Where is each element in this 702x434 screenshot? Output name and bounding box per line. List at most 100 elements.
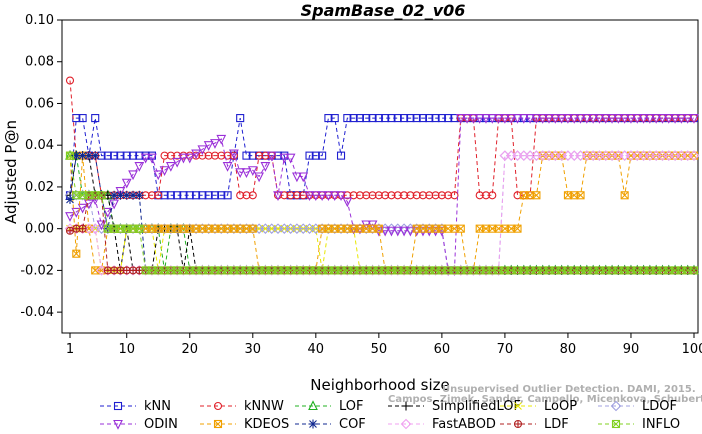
- data-point: [613, 114, 624, 124]
- data-point: [600, 114, 611, 124]
- data-point: [682, 114, 693, 124]
- marker-shape: [185, 191, 194, 200]
- data-point: [444, 191, 453, 200]
- marker-shape: [664, 266, 673, 275]
- marker-shape: [236, 266, 245, 275]
- y-tick-label: 0.00: [25, 222, 54, 237]
- marker-shape: [425, 114, 434, 123]
- data-point: [329, 191, 340, 202]
- x-tick-label: 1: [66, 342, 74, 357]
- marker-shape: [670, 114, 680, 124]
- data-point: [248, 224, 257, 233]
- data-point: [122, 151, 131, 160]
- legend-marker: [213, 401, 223, 411]
- legend-label: COF: [339, 417, 366, 432]
- marker-shape: [538, 266, 547, 275]
- marker-shape: [386, 226, 397, 237]
- marker-shape: [103, 151, 112, 160]
- x-tick-label: 40: [308, 342, 325, 357]
- marker-shape: [638, 114, 649, 124]
- data-point: [236, 191, 245, 200]
- marker-shape: [538, 151, 547, 160]
- legend-item-inflo: INFLO: [598, 417, 680, 432]
- marker-shape: [544, 114, 554, 124]
- marker-shape: [91, 114, 100, 123]
- data-point: [128, 151, 138, 160]
- data-point: [147, 191, 156, 200]
- data-point: [688, 150, 700, 161]
- marker-shape: [576, 191, 585, 200]
- marker-shape: [381, 191, 390, 200]
- data-point: [493, 114, 504, 124]
- data-point: [525, 114, 536, 124]
- y-tick-label: 0.08: [25, 55, 54, 70]
- marker-shape: [248, 224, 257, 233]
- marker-shape: [550, 114, 561, 124]
- marker-shape: [570, 191, 579, 200]
- data-point: [657, 114, 668, 124]
- data-point: [455, 114, 466, 124]
- marker-shape: [165, 162, 176, 172]
- data-point: [128, 170, 138, 181]
- marker-shape: [671, 266, 680, 275]
- marker-shape: [160, 151, 169, 160]
- marker-shape: [103, 224, 112, 233]
- data-point: [349, 191, 358, 200]
- marker-shape: [551, 266, 560, 275]
- data-point: [65, 212, 75, 222]
- marker-shape: [309, 420, 317, 428]
- marker-shape: [248, 266, 257, 275]
- marker-shape: [242, 191, 251, 200]
- data-point: [191, 149, 201, 160]
- marker-shape: [418, 266, 428, 275]
- marker-shape: [217, 266, 226, 275]
- marker-shape: [159, 166, 170, 176]
- marker-shape: [192, 224, 201, 233]
- data-point: [405, 226, 416, 237]
- data-point: [512, 114, 523, 124]
- data-point: [556, 114, 567, 124]
- marker-shape: [91, 191, 100, 200]
- data-point: [481, 114, 491, 124]
- data-point: [204, 151, 213, 160]
- plot-area: 1 10 20 30 40 50 60 70 80 90 100 -0.04 -0.02 0.00 0.02…: [20, 13, 702, 357]
- marker-shape: [329, 191, 340, 202]
- marker-shape: [362, 266, 371, 275]
- marker-shape: [595, 266, 604, 275]
- marker-shape: [563, 266, 572, 275]
- data-point: [381, 191, 390, 200]
- marker-shape: [255, 266, 264, 275]
- marker-shape: [160, 191, 169, 200]
- data-point: [166, 151, 175, 160]
- data-point: [651, 114, 662, 124]
- data-point: [362, 114, 371, 123]
- marker-shape: [425, 266, 434, 275]
- marker-shape: [613, 114, 624, 124]
- marker-shape: [214, 420, 222, 428]
- data-point: [236, 114, 245, 123]
- x-tick-label: 80: [560, 342, 577, 357]
- data-point: [386, 226, 397, 237]
- marker-shape: [96, 220, 107, 231]
- marker-shape: [494, 266, 503, 275]
- marker-shape: [147, 153, 157, 164]
- marker-shape: [135, 191, 144, 200]
- marker-shape: [71, 207, 82, 218]
- data-point: [285, 153, 296, 164]
- data-point: [518, 114, 529, 124]
- marker-shape: [532, 191, 541, 200]
- data-point: [279, 153, 290, 164]
- legend-item-knn: kNN: [100, 399, 171, 414]
- marker-shape: [588, 114, 599, 124]
- marker-shape: [425, 191, 434, 200]
- marker-shape: [406, 266, 415, 275]
- marker-shape: [217, 191, 226, 200]
- marker-shape: [657, 114, 668, 124]
- marker-shape: [261, 266, 270, 275]
- marker-shape: [116, 191, 125, 200]
- data-point: [96, 220, 107, 231]
- marker-shape: [601, 266, 610, 275]
- data-point: [197, 145, 208, 156]
- marker-shape: [115, 187, 126, 197]
- data-point: [317, 191, 328, 202]
